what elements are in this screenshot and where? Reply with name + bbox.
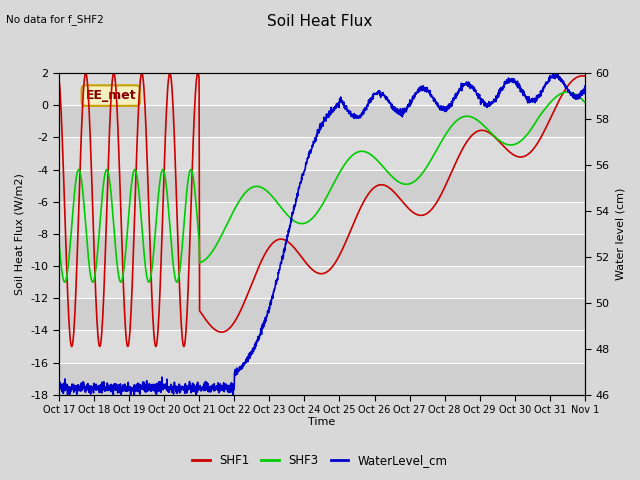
Y-axis label: Soil Heat Flux (W/m2): Soil Heat Flux (W/m2) [15,173,25,295]
Bar [59,298,585,330]
Bar [59,73,585,105]
Bar [59,169,585,202]
Bar [59,137,585,169]
Bar [59,202,585,234]
Text: No data for f_SHF2: No data for f_SHF2 [6,14,104,25]
Legend: SHF1, SHF3, WaterLevel_cm: SHF1, SHF3, WaterLevel_cm [188,449,452,472]
Bar [59,330,585,362]
Y-axis label: Water level (cm): Water level (cm) [615,188,625,280]
Bar [59,362,585,395]
Text: EE_met: EE_met [85,89,136,102]
Text: Soil Heat Flux: Soil Heat Flux [268,14,372,29]
Bar [59,266,585,298]
Bar [59,234,585,266]
X-axis label: Time: Time [308,417,335,427]
Bar [59,105,585,137]
